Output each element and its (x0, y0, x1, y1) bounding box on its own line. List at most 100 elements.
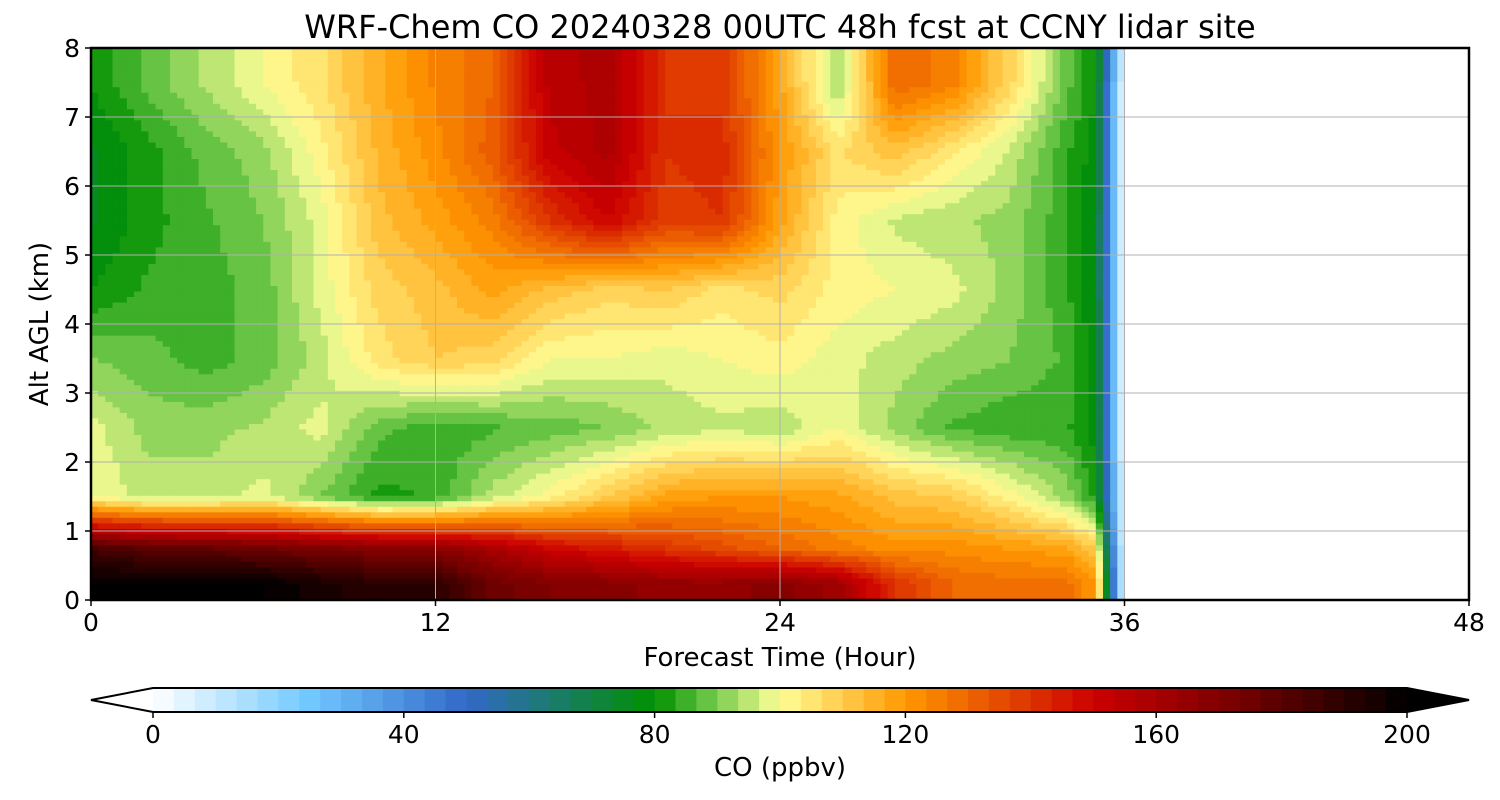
heatmap-cell (234, 550, 243, 557)
heatmap-cell (421, 533, 429, 540)
heatmap-cell (751, 456, 760, 463)
heatmap-cell (973, 594, 982, 600)
heatmap-cell (830, 484, 839, 491)
heatmap-cell (794, 417, 803, 424)
heatmap-cell (614, 412, 623, 419)
heatmap-cell (973, 555, 982, 562)
heatmap-cell (844, 439, 853, 447)
heatmap-cell (586, 533, 594, 540)
heatmap-cell (248, 517, 257, 524)
heatmap-cell (291, 423, 300, 430)
heatmap-cell (478, 594, 487, 600)
heatmap-cell (464, 511, 472, 518)
heatmap-cell (715, 517, 724, 524)
heatmap-cell (507, 572, 516, 579)
heatmap-cell (535, 406, 544, 413)
heatmap-cell (521, 445, 530, 452)
heatmap-cell (270, 406, 279, 413)
heatmap-cell (406, 500, 415, 507)
heatmap-cell (557, 588, 566, 596)
heatmap-cell (514, 539, 523, 546)
heatmap-cell (729, 506, 738, 513)
heatmap-cell (729, 445, 738, 452)
heatmap-cell (155, 462, 164, 469)
heatmap-cell (722, 417, 731, 424)
heatmap-cell (205, 572, 214, 579)
heatmap-cell (241, 445, 250, 452)
heatmap-cell (708, 428, 717, 435)
heatmap-cell (679, 550, 688, 557)
heatmap-cell (722, 583, 731, 590)
heatmap-cell (162, 439, 171, 447)
heatmap-cell (392, 406, 401, 413)
heatmap-cell (772, 417, 781, 424)
heatmap-cell (1059, 428, 1068, 435)
heatmap-cell (342, 445, 350, 452)
heatmap-cell (952, 583, 961, 590)
heatmap-cell (1102, 489, 1111, 496)
heatmap-cell (1024, 412, 1032, 419)
heatmap-cell (665, 450, 673, 458)
heatmap-cell (686, 406, 695, 413)
heatmap-cell (141, 539, 150, 546)
heatmap-cell (980, 522, 989, 529)
heatmap-cell (213, 561, 221, 568)
heatmap-cell (291, 412, 300, 419)
heatmap-cell (995, 439, 1004, 447)
heatmap-cell (485, 495, 494, 502)
heatmap-cell (930, 583, 939, 590)
heatmap-cell (607, 456, 616, 463)
heatmap-cell (535, 561, 544, 568)
heatmap-cell (988, 423, 996, 430)
heatmap-cell (959, 450, 968, 458)
heatmap-cell (780, 428, 788, 435)
heatmap-cell (1088, 423, 1097, 430)
heatmap-cell (213, 428, 221, 435)
heatmap-cell (327, 456, 336, 463)
heatmap-cell (866, 484, 874, 491)
heatmap-cell (1024, 561, 1032, 568)
heatmap-cell (607, 522, 616, 529)
heatmap-cell (1038, 583, 1047, 590)
heatmap-cell (1110, 456, 1118, 463)
heatmap-cell (808, 428, 817, 435)
heatmap-cell (284, 434, 293, 441)
heatmap-cell (830, 572, 839, 579)
heatmap-cell (973, 577, 982, 585)
heatmap-cell (1088, 506, 1097, 513)
heatmap-cell (1045, 500, 1054, 507)
heatmap-cell (815, 577, 824, 585)
heatmap-cell (514, 489, 523, 496)
heatmap-cell (787, 445, 795, 452)
heatmap-cell (148, 445, 157, 452)
heatmap-cell (349, 478, 358, 485)
heatmap-cell (636, 533, 645, 540)
heatmap-cell (851, 539, 860, 546)
heatmap-cell (607, 594, 616, 600)
heatmap-cell (765, 423, 774, 430)
heatmap-cell (126, 456, 135, 463)
heatmap-cell (586, 539, 594, 546)
heatmap-cell (751, 588, 760, 596)
heatmap-cell (1045, 417, 1054, 424)
heatmap-cell (248, 428, 257, 435)
heatmap-cell (1088, 450, 1097, 458)
heatmap-cell (995, 588, 1004, 596)
heatmap-cell (937, 439, 946, 447)
heatmap-cell (1038, 450, 1047, 458)
heatmap-cell (1088, 456, 1097, 463)
heatmap-cell (442, 583, 451, 590)
heatmap-cell (557, 533, 566, 540)
heatmap-cell (959, 500, 968, 507)
heatmap-cell (672, 473, 681, 480)
heatmap-cell (916, 417, 925, 424)
heatmap-cell (399, 533, 408, 540)
heatmap-cell (837, 495, 846, 502)
heatmap-cell (557, 511, 566, 518)
heatmap-cell (988, 428, 996, 435)
heatmap-cell (995, 456, 1004, 463)
heatmap-cell (227, 439, 236, 447)
heatmap-cell (220, 423, 228, 430)
heatmap-cell (973, 511, 982, 518)
heatmap-cell (421, 445, 429, 452)
